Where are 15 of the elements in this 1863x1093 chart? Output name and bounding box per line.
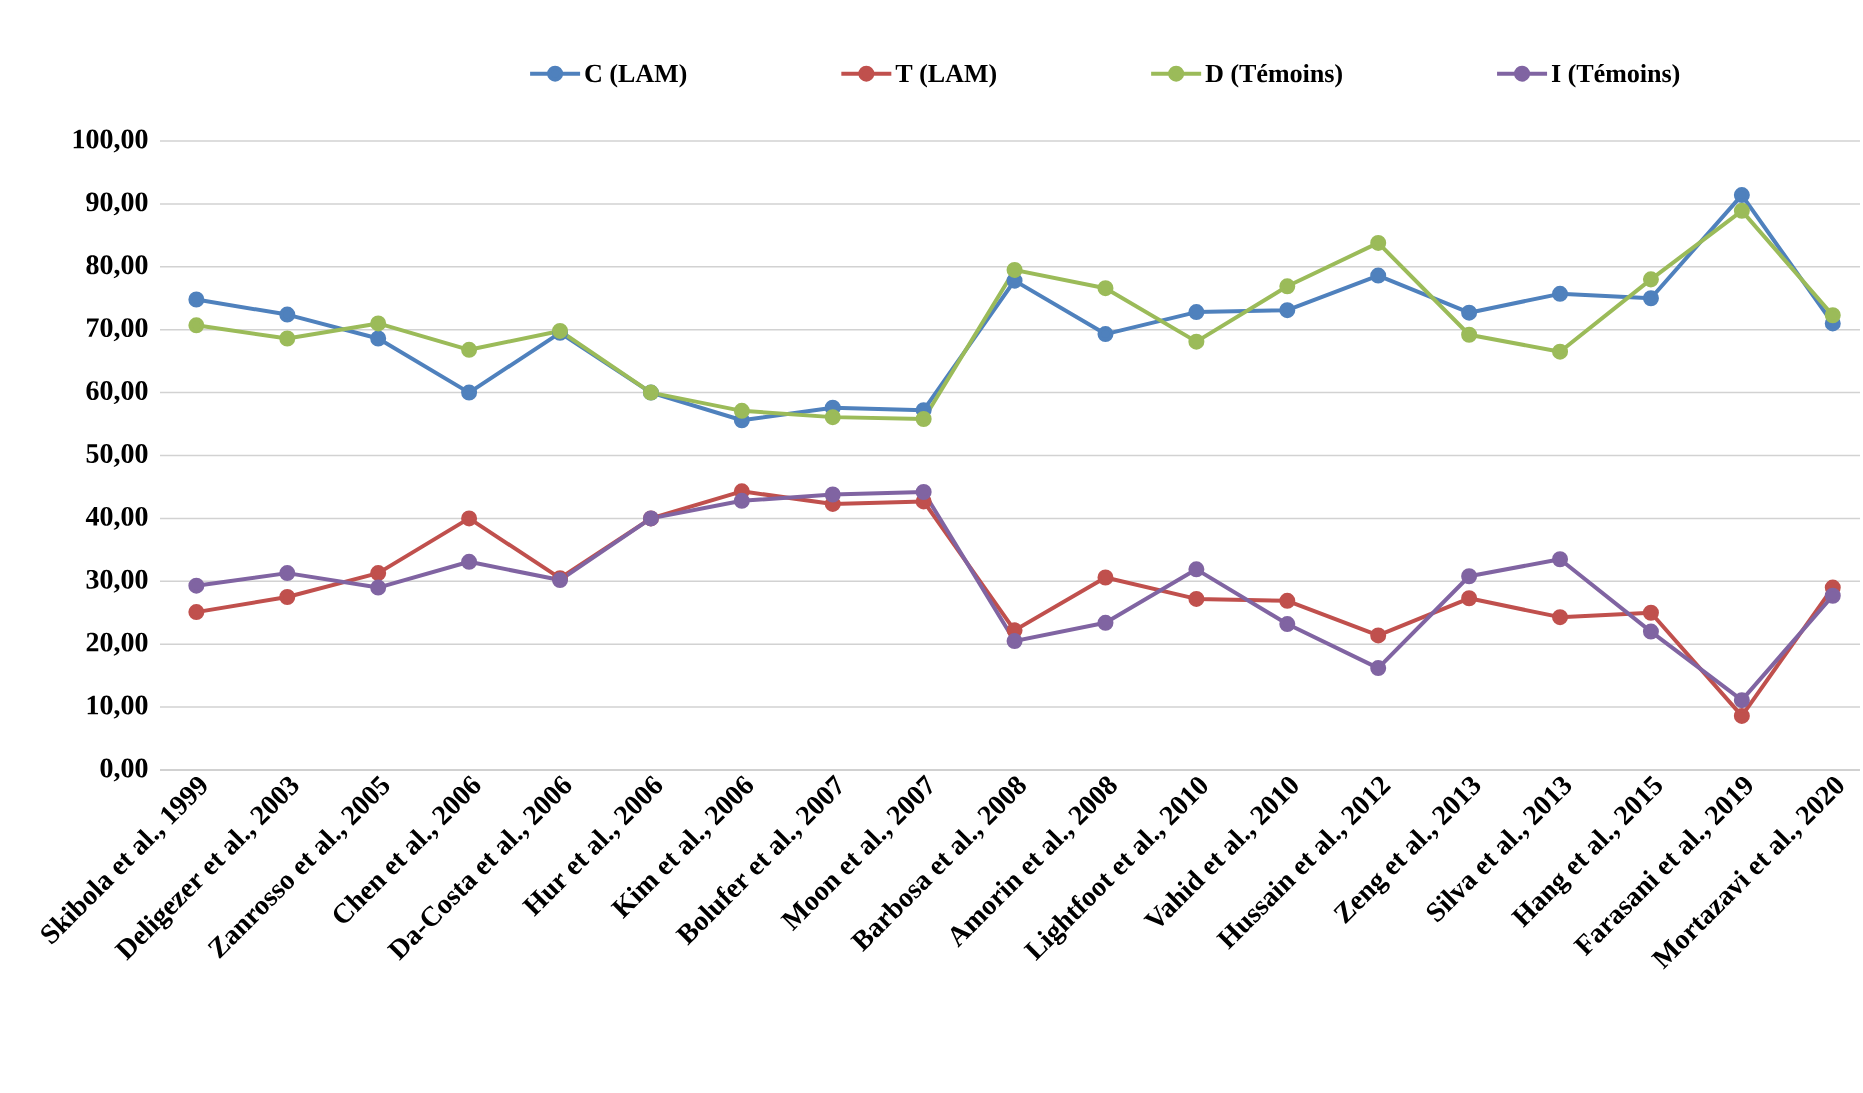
y-tick-label: 30,00 (86, 569, 148, 593)
y-tick-label: 80,00 (86, 255, 148, 279)
y-tick-label: 0,00 (100, 758, 148, 782)
legend-label: C (LAM) (585, 63, 687, 88)
y-tick-label: 90,00 (86, 192, 148, 216)
legend-label: I (Témoins) (1551, 63, 1680, 88)
y-tick-label: 40,00 (85, 506, 148, 530)
y-tick-label: 10,00 (87, 695, 148, 719)
legend-label: T (LAM) (895, 63, 996, 88)
y-tick-label: 50,00 (86, 444, 148, 467)
y-tick-label: 60,00 (86, 381, 148, 405)
y-tick-label: 70,00 (87, 318, 148, 342)
legend-label: D (Témoins) (1205, 63, 1342, 88)
y-tick-label: 20,00 (86, 632, 148, 656)
y-tick-label: 100,00 (73, 129, 148, 153)
